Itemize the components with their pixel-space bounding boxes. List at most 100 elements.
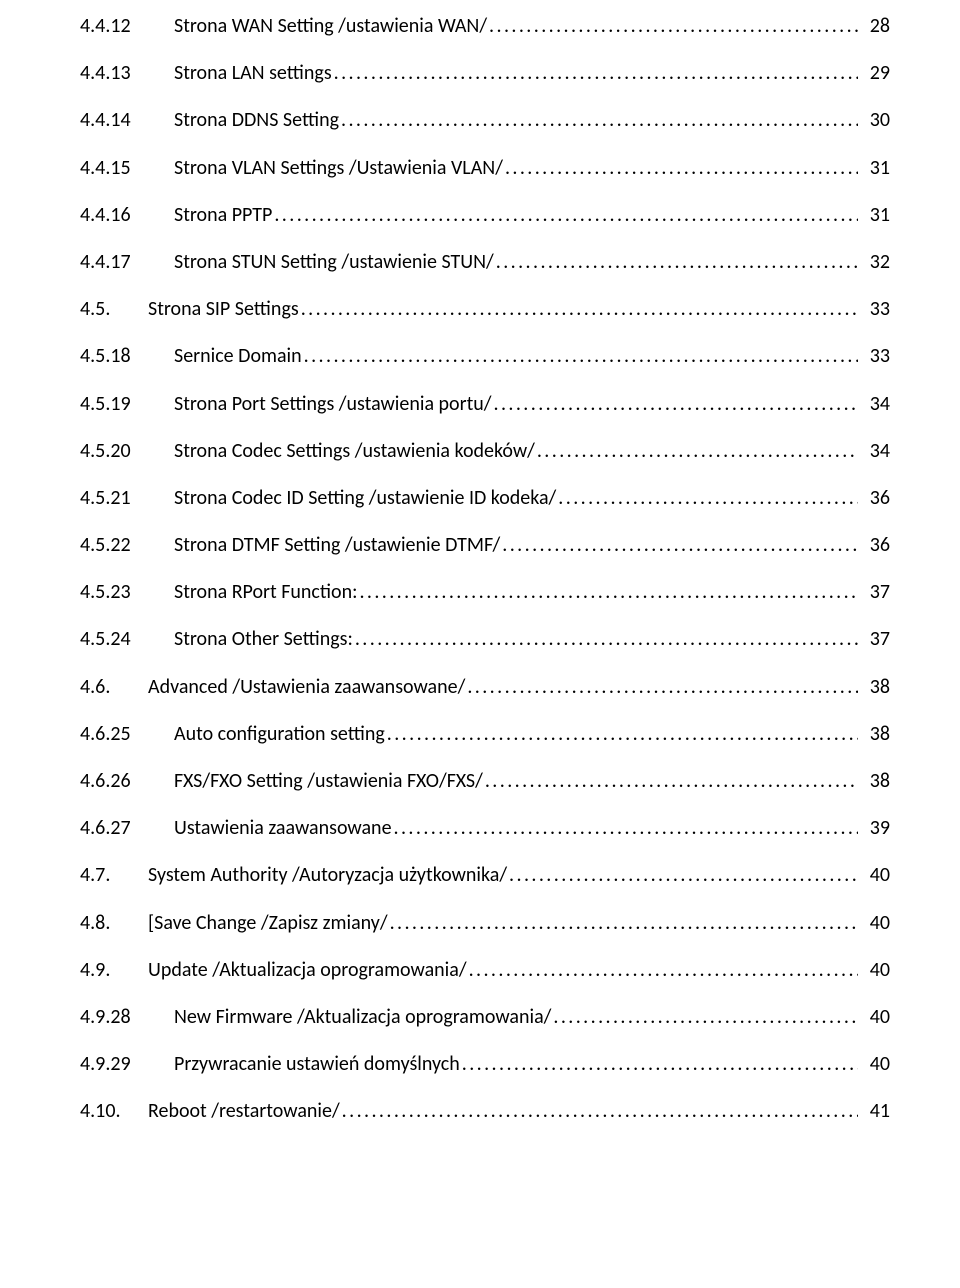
toc-dot-leader — [301, 297, 858, 321]
toc-entry-title: Ustawienia zaawansowane — [174, 816, 394, 840]
toc-entry-number: 4.5.22 — [80, 533, 174, 557]
toc-entry: 4.4.14Strona DDNS Setting 30 — [80, 108, 890, 132]
toc-dot-leader — [341, 108, 858, 132]
toc-entry: 4.10.Reboot /restartowanie/ 41 — [80, 1099, 890, 1123]
toc-dot-leader — [489, 14, 858, 38]
toc-entry-page: 36 — [858, 486, 890, 510]
toc-entry-title: Strona WAN Setting /ustawienia WAN/ — [174, 14, 489, 38]
toc-entry: 4.5.23Strona RPort Function: 37 — [80, 580, 890, 604]
toc-dot-leader — [274, 203, 858, 227]
toc-entry-title: Auto configuration setting — [174, 722, 387, 746]
toc-entry-page: 32 — [858, 250, 890, 274]
toc-entry-number: 4.8. — [80, 911, 148, 935]
toc-entry-title: Sernice Domain — [174, 344, 304, 368]
toc-entry-number: 4.6.25 — [80, 722, 174, 746]
toc-entry-title: Przywracanie ustawień domyślnych — [174, 1052, 462, 1076]
toc-entry-title: New Firmware /Aktualizacja oprogramowani… — [174, 1005, 553, 1029]
toc-entry-number: 4.4.12 — [80, 14, 174, 38]
toc-entry-number: 4.6.26 — [80, 769, 174, 793]
toc-entry: 4.5.21Strona Codec ID Setting /ustawieni… — [80, 486, 890, 510]
toc-dot-leader — [494, 392, 858, 416]
toc-dot-leader — [509, 863, 858, 887]
toc-dot-leader — [496, 250, 858, 274]
toc-entry: 4.4.15Strona VLAN Settings /Ustawienia V… — [80, 156, 890, 180]
toc-entry-title: [Save Change /Zapisz zmiany/ — [148, 911, 390, 935]
toc-entry-number: 4.5.23 — [80, 580, 174, 604]
toc-entry-page: 41 — [858, 1099, 890, 1123]
toc-entry-page: 31 — [858, 156, 890, 180]
toc-entry-title: FXS/FXO Setting /ustawienia FXO/FXS/ — [174, 769, 485, 793]
toc-entry-page: 34 — [858, 439, 890, 463]
toc-entry: 4.6.27Ustawienia zaawansowane 39 — [80, 816, 890, 840]
toc-entry-page: 30 — [858, 108, 890, 132]
toc-dot-leader — [485, 769, 858, 793]
toc-entry-title: Reboot /restartowanie/ — [148, 1099, 342, 1123]
toc-entry-title: Strona LAN settings — [174, 61, 334, 85]
toc-dot-leader — [469, 958, 858, 982]
toc-entry-page: 38 — [858, 675, 890, 699]
table-of-contents: 4.4.12Strona WAN Setting /ustawienia WAN… — [80, 14, 890, 1123]
toc-entry: 4.6.25Auto configuration setting 38 — [80, 722, 890, 746]
toc-entry-title: Strona SIP Settings — [148, 297, 301, 321]
toc-entry: 4.5.18Sernice Domain 33 — [80, 344, 890, 368]
toc-entry: 4.5.22Strona DTMF Setting /ustawienie DT… — [80, 533, 890, 557]
toc-entry-page: 38 — [858, 722, 890, 746]
toc-entry-number: 4.6.27 — [80, 816, 174, 840]
toc-entry: 4.6.Advanced /Ustawienia zaawansowane/ 3… — [80, 675, 890, 699]
toc-entry: 4.5.19Strona Port Settings /ustawienia p… — [80, 392, 890, 416]
toc-entry-number: 4.5.21 — [80, 486, 174, 510]
toc-dot-leader — [558, 486, 858, 510]
toc-entry: 4.4.12Strona WAN Setting /ustawienia WAN… — [80, 14, 890, 38]
toc-dot-leader — [359, 580, 858, 604]
toc-entry-page: 37 — [858, 580, 890, 604]
toc-entry: 4.4.13Strona LAN settings 29 — [80, 61, 890, 85]
toc-entry-number: 4.4.16 — [80, 203, 174, 227]
toc-entry-title: Strona RPort Function: — [174, 580, 359, 604]
toc-entry-page: 29 — [858, 61, 890, 85]
toc-entry-number: 4.5.18 — [80, 344, 174, 368]
toc-entry-number: 4.5.19 — [80, 392, 174, 416]
toc-entry: 4.9.28New Firmware /Aktualizacja oprogra… — [80, 1005, 890, 1029]
toc-dot-leader — [462, 1052, 858, 1076]
toc-dot-leader — [467, 675, 858, 699]
toc-entry-page: 40 — [858, 863, 890, 887]
toc-entry-title: Strona DDNS Setting — [174, 108, 341, 132]
toc-entry-title: Strona PPTP — [174, 203, 274, 227]
toc-entry-page: 40 — [858, 911, 890, 935]
toc-entry-number: 4.10. — [80, 1099, 148, 1123]
toc-dot-leader — [394, 816, 858, 840]
toc-entry: 4.8.[Save Change /Zapisz zmiany/ 40 — [80, 911, 890, 935]
toc-entry: 4.4.17Strona STUN Setting /ustawienie ST… — [80, 250, 890, 274]
toc-entry-number: 4.7. — [80, 863, 148, 887]
toc-entry-number: 4.5.24 — [80, 627, 174, 651]
toc-entry-number: 4.4.15 — [80, 156, 174, 180]
toc-entry-number: 4.6. — [80, 675, 148, 699]
toc-entry-page: 33 — [858, 297, 890, 321]
toc-entry: 4.5.20Strona Codec Settings /ustawienia … — [80, 439, 890, 463]
toc-dot-leader — [334, 61, 858, 85]
toc-entry-title: Strona VLAN Settings /Ustawienia VLAN/ — [174, 156, 505, 180]
toc-dot-leader — [355, 627, 858, 651]
toc-entry-page: 34 — [858, 392, 890, 416]
toc-entry: 4.4.16Strona PPTP 31 — [80, 203, 890, 227]
toc-entry-page: 37 — [858, 627, 890, 651]
toc-entry-number: 4.9. — [80, 958, 148, 982]
toc-dot-leader — [387, 722, 858, 746]
toc-entry-title: Strona DTMF Setting /ustawienie DTMF/ — [174, 533, 502, 557]
toc-entry-title: Strona STUN Setting /ustawienie STUN/ — [174, 250, 496, 274]
toc-entry-page: 40 — [858, 1052, 890, 1076]
toc-entry-number: 4.9.29 — [80, 1052, 174, 1076]
toc-entry-number: 4.9.28 — [80, 1005, 174, 1029]
toc-entry-title: Strona Other Settings: — [174, 627, 355, 651]
toc-dot-leader — [505, 156, 858, 180]
toc-entry-number: 4.4.13 — [80, 61, 174, 85]
toc-entry-page: 39 — [858, 816, 890, 840]
toc-entry-title: Strona Codec Settings /ustawienia kodekó… — [174, 439, 537, 463]
toc-entry-page: 33 — [858, 344, 890, 368]
toc-entry-title: Advanced /Ustawienia zaawansowane/ — [148, 675, 467, 699]
toc-entry-title: Strona Codec ID Setting /ustawienie ID k… — [174, 486, 558, 510]
toc-entry-number: 4.5.20 — [80, 439, 174, 463]
toc-entry: 4.9.29Przywracanie ustawień domyślnych 4… — [80, 1052, 890, 1076]
toc-entry-page: 40 — [858, 1005, 890, 1029]
toc-entry-title: Strona Port Settings /ustawienia portu/ — [174, 392, 494, 416]
